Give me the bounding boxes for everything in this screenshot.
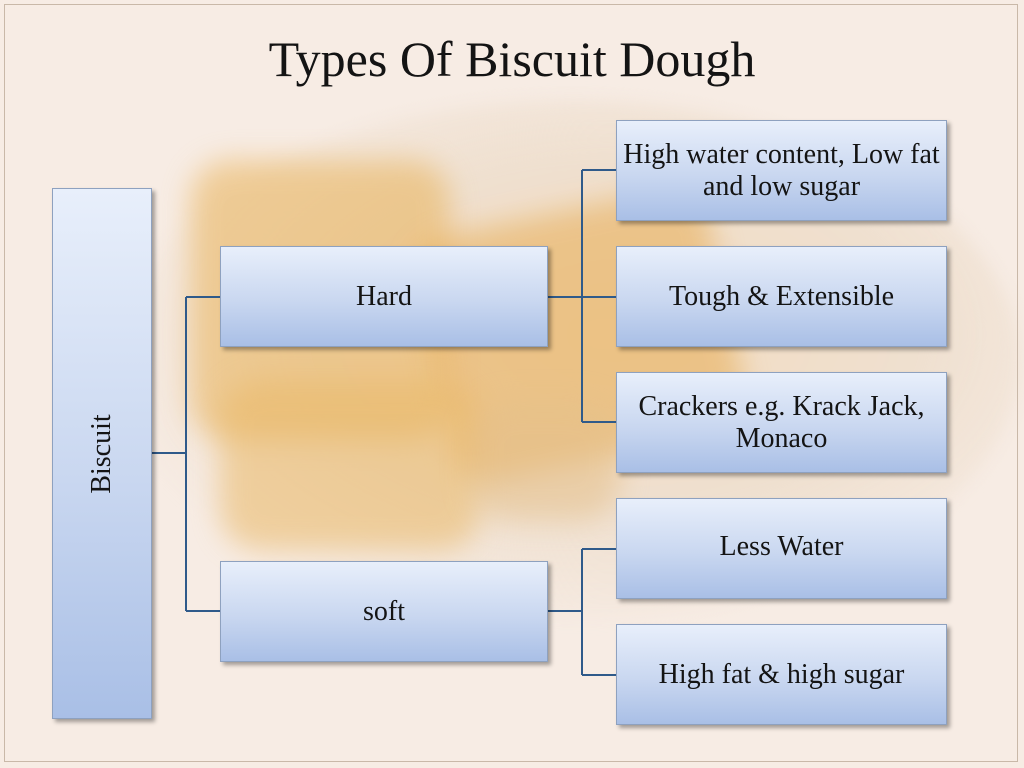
- background-biscuit-image: [220, 380, 480, 550]
- leaf-node-high-water: High water content, Low fat and low suga…: [616, 120, 947, 221]
- leaf-node-label: Tough & Extensible: [668, 280, 895, 312]
- branch-node-soft: soft: [220, 561, 548, 662]
- root-node-biscuit: Biscuit: [52, 188, 152, 719]
- leaf-node-crackers: Crackers e.g. Krack Jack, Monaco: [616, 372, 947, 473]
- branch-node-hard: Hard: [220, 246, 548, 347]
- leaf-node-tough-extensible: Tough & Extensible: [616, 246, 947, 347]
- root-node-label: Biscuit: [86, 413, 117, 494]
- leaf-node-label: Crackers e.g. Krack Jack, Monaco: [638, 390, 925, 454]
- leaf-node-high-fat-sugar: High fat & high sugar: [616, 624, 947, 725]
- slide-frame: [4, 4, 1018, 762]
- branch-node-label: Hard: [356, 280, 412, 312]
- leaf-node-label: High fat & high sugar: [658, 658, 905, 690]
- leaf-node-label: Less Water: [719, 531, 844, 562]
- branch-node-label: soft: [363, 595, 405, 627]
- background-biscuit-image: [470, 400, 620, 520]
- leaf-node-label: High water content, Low fat and low suga…: [623, 138, 940, 202]
- leaf-node-less-water: Less Water: [616, 498, 947, 599]
- slide-title: Types Of Biscuit Dough: [268, 31, 756, 87]
